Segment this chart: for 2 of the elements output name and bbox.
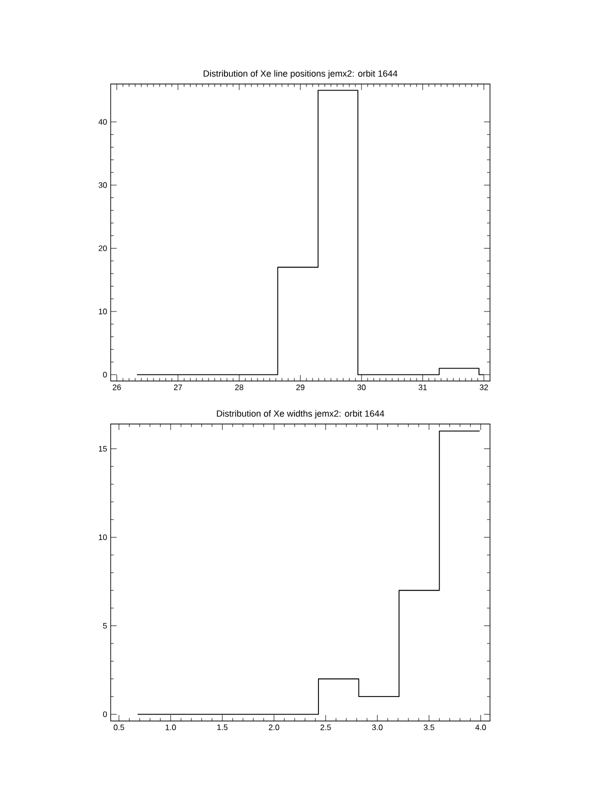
chart-title: Distribution of Xe line positions jemx2: orbit 1644 <box>204 70 398 78</box>
chart-title: Distribution of Xe widths jemx2: orbit 1644 <box>216 410 384 418</box>
